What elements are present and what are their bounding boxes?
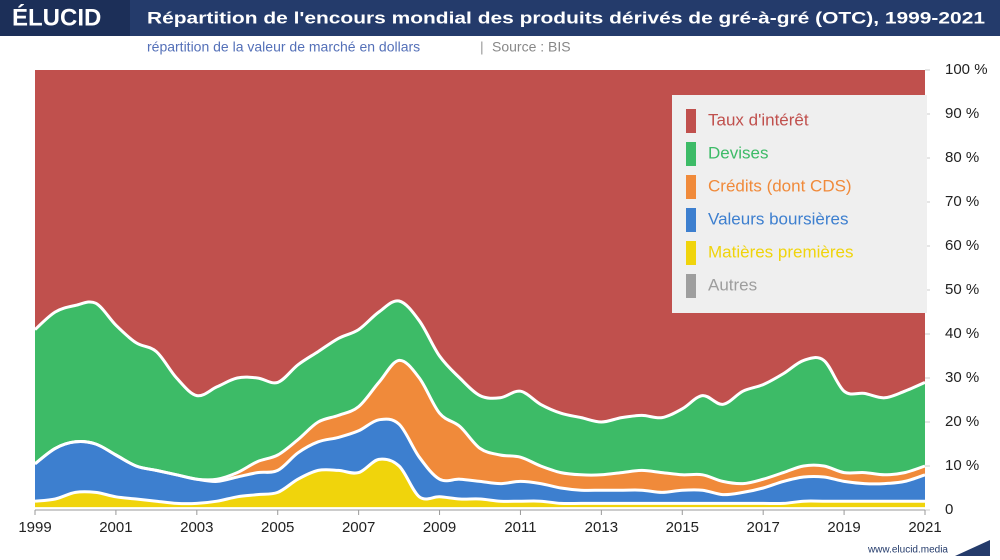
- area: [35, 419, 925, 504]
- y-tick-label: 30 %: [945, 369, 979, 386]
- area: [35, 360, 925, 495]
- area: [35, 300, 925, 484]
- x-tick-label: 2011: [504, 519, 536, 536]
- footer: www.elucid.media: [867, 545, 948, 556]
- x-tick-label: 2015: [666, 519, 699, 536]
- area-edge: [33, 299, 926, 424]
- x-tick-label: 2009: [423, 519, 456, 536]
- axes: 0 10 % 20 % 30 % 40 % 50 % 60 % 70 % 80 % 90 % 100…: [18, 61, 987, 536]
- y-tick-label: 50 %: [945, 281, 979, 298]
- legend: Taux d'intérêt Devises Crédits (dont CDS) V…: [672, 95, 927, 313]
- x-tick-label: 2013: [585, 519, 618, 536]
- legend-swatch: [686, 241, 696, 265]
- y-tick-label: 80 %: [945, 149, 979, 166]
- legend-swatch: [686, 109, 696, 133]
- y-tick-label: 40 %: [945, 325, 979, 342]
- y-tick-label: 70 %: [945, 193, 979, 210]
- brand: ÉLUCID: [12, 3, 101, 31]
- x-tick-label: 2017: [746, 519, 779, 536]
- logo-box: [0, 0, 130, 36]
- x-tick-label: 2019: [827, 519, 860, 536]
- y-tick-label: 10 %: [945, 457, 979, 474]
- legend-box: [672, 95, 927, 313]
- area-edge: [34, 358, 926, 486]
- x-tick-label: 2003: [180, 519, 213, 536]
- legend-label: Taux d'intérêt: [708, 110, 809, 129]
- legend-label: Autres: [708, 275, 757, 294]
- source: Source : BIS: [492, 39, 571, 55]
- header-bar: [0, 0, 1000, 36]
- area: [35, 459, 925, 509]
- area-edge: [34, 457, 925, 506]
- legend-label: Devises: [708, 143, 768, 162]
- x-tick-label: 2001: [99, 519, 132, 536]
- legend-swatch: [686, 175, 696, 199]
- subtitle: répartition de la valeur de marché en do…: [147, 39, 420, 55]
- y-tick-label: 100 %: [945, 61, 988, 78]
- footer-mark: [955, 540, 990, 556]
- separator: |: [480, 39, 484, 55]
- legend-swatch: [686, 208, 696, 232]
- y-tick-label: 20 %: [945, 413, 979, 430]
- legend-label: Matières premières: [708, 242, 854, 261]
- y-tick-label: 0: [945, 501, 953, 518]
- chart-title: Répartition de l'encours mondial des pro…: [147, 8, 985, 27]
- legend-swatch: [686, 274, 696, 298]
- x-tick-label: 2021: [908, 519, 941, 536]
- x-tick-label: 2005: [261, 519, 294, 536]
- legend-label: Valeurs boursières: [708, 209, 848, 228]
- y-tick-label: 90 %: [945, 105, 979, 122]
- legend-label: Crédits (dont CDS): [708, 176, 852, 195]
- y-tick-label: 60 %: [945, 237, 979, 254]
- x-tick-label: 1999: [18, 519, 51, 536]
- legend-swatch: [686, 142, 696, 166]
- x-tick-label: 2007: [342, 519, 375, 536]
